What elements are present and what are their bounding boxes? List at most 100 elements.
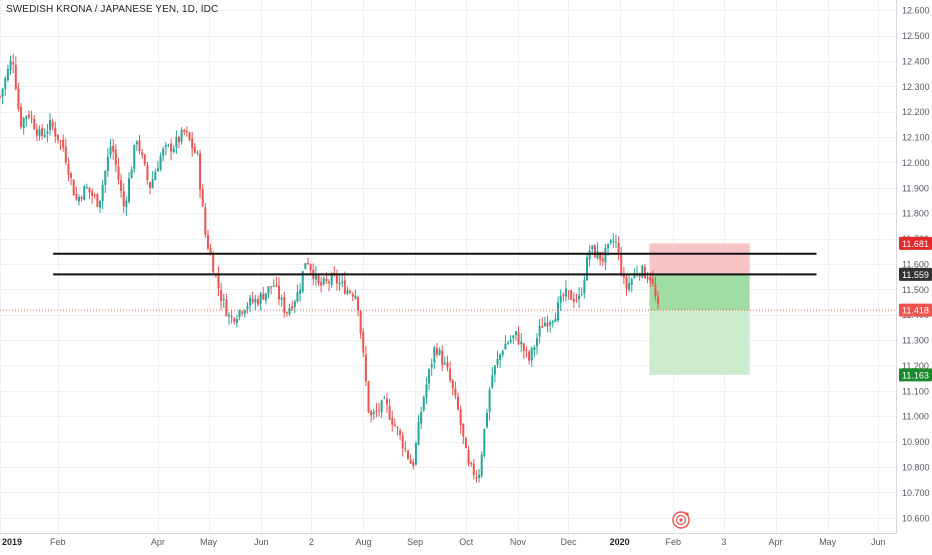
candle-up (109, 146, 112, 155)
candle-down (470, 462, 473, 465)
candle-up (196, 152, 199, 154)
candle-down (320, 282, 323, 286)
candle-down (206, 235, 209, 249)
candle-up (554, 318, 557, 322)
candle-up (614, 241, 617, 243)
time-tick-label: Aug (355, 537, 371, 547)
time-tick-label: Feb (666, 537, 682, 547)
candle-down (275, 284, 278, 286)
candle-down (575, 300, 578, 302)
time-tick-label: 2 (309, 537, 314, 547)
price-tick-label: 10.700 (902, 488, 930, 498)
candle-up (499, 354, 502, 361)
candle-down (14, 64, 17, 89)
candle-down (343, 280, 346, 294)
price-axis[interactable]: 12.600 12.500 12.400 12.300 12.200 12.100 12.0… (902, 6, 930, 524)
candle-down (359, 310, 362, 334)
candle-down (393, 424, 396, 426)
candle-down (33, 118, 36, 130)
candle-down (378, 409, 381, 411)
candle-down (399, 430, 402, 435)
price-tick-label: 11.300 (902, 336, 929, 346)
candle-up (254, 299, 257, 303)
candle-up (478, 474, 481, 478)
candle-down (170, 143, 173, 152)
candle-down (217, 274, 220, 289)
candle-up (154, 172, 157, 181)
candle-down (70, 173, 73, 179)
time-tick-label: Nov (510, 537, 527, 547)
candle-up (280, 297, 283, 300)
candle-up (249, 297, 252, 306)
candle-down (412, 461, 415, 466)
candle-up (628, 283, 631, 290)
candle-up (507, 342, 510, 344)
price-tick-label: 10.800 (902, 463, 930, 473)
candle-down (654, 285, 657, 297)
candle-up (164, 145, 167, 147)
candle-down (651, 279, 654, 285)
candle-up (641, 265, 644, 278)
current-price-label-bg (899, 303, 932, 317)
price-tick-label: 12.000 (902, 158, 930, 168)
candle-up (175, 137, 178, 148)
tradingview-event-icon[interactable] (672, 511, 690, 529)
candle-up (238, 310, 241, 318)
candle-down (325, 279, 328, 281)
candle-down (117, 166, 120, 180)
time-tick-label: Oct (459, 537, 474, 547)
time-tick-label: Dec (560, 537, 577, 547)
candle-down (262, 293, 265, 300)
candle-up (38, 129, 41, 137)
candle-up (299, 289, 302, 294)
candle-up (580, 294, 583, 296)
candle-up (101, 184, 104, 202)
candle-down (351, 294, 354, 297)
price-tick-label: 11.500 (902, 285, 929, 295)
candles (0, 53, 660, 483)
entry-price-label: 11.559 (902, 270, 929, 280)
price-labels: 11.681 11.559 11.418 11.163 (899, 236, 932, 382)
candle-down (454, 388, 457, 396)
horizontal-levels[interactable] (0, 252, 896, 311)
candle-down (199, 152, 202, 190)
candle-up (483, 428, 486, 456)
stop-loss-zone (649, 243, 750, 275)
time-axis[interactable]: 2019 Feb Apr May Jun 2 Aug Sep Oct Nov Dec 2020 Feb 3… (2, 537, 886, 547)
candle-up (9, 60, 12, 71)
candle-up (480, 454, 483, 476)
candle-up (288, 308, 291, 315)
candle-up (99, 200, 102, 208)
candle-up (549, 322, 552, 325)
candle-up (383, 397, 386, 399)
candle-down (528, 351, 531, 361)
candle-down (475, 476, 478, 479)
candle-up (485, 412, 488, 428)
candle-up (591, 245, 594, 250)
time-tick-label: Apr (151, 537, 165, 547)
candle-up (125, 200, 128, 208)
candle-up (533, 347, 536, 350)
candle-down (562, 294, 565, 297)
time-tick-label: Sep (407, 537, 423, 547)
candle-down (617, 242, 620, 254)
candle-down (396, 427, 399, 429)
candle-down (93, 195, 96, 197)
candle-down (328, 281, 331, 284)
candle-down (122, 191, 125, 207)
candle-up (417, 422, 420, 445)
candle-up (330, 274, 333, 286)
candle-up (514, 331, 517, 336)
candle-down (188, 132, 191, 141)
candle-down (27, 114, 30, 118)
candle-down (435, 347, 438, 355)
price-tick-label: 12.400 (902, 56, 930, 66)
candle-down (517, 332, 520, 345)
candle-up (372, 411, 375, 415)
candle-up (106, 156, 109, 172)
candle-down (251, 298, 254, 303)
candle-down (56, 134, 59, 141)
candle-down (643, 266, 646, 279)
